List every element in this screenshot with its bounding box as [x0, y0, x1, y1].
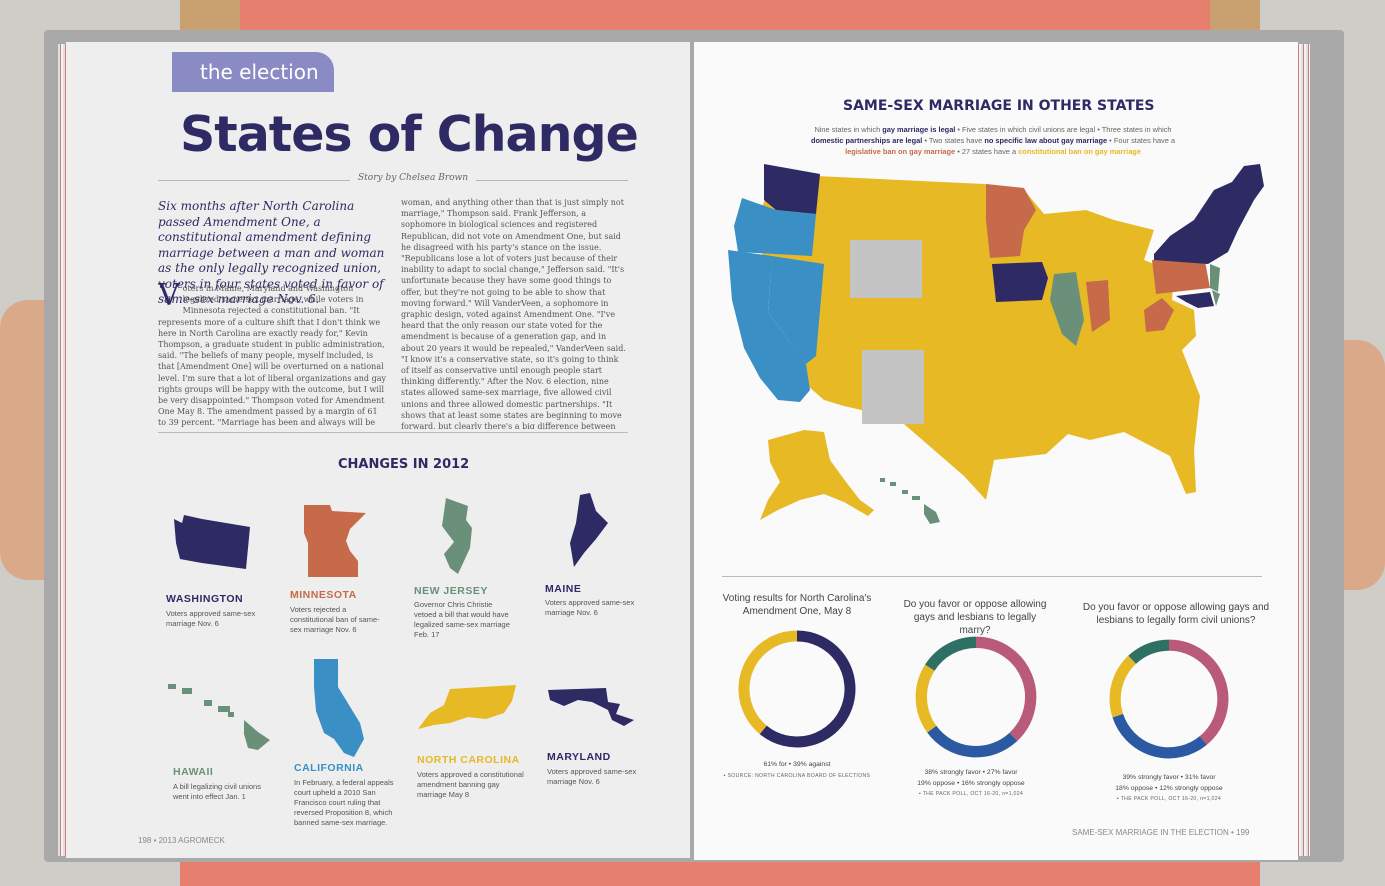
map-minnesota [986, 184, 1036, 258]
poll-source-2: ▪ THE PACK POLL, OCT 16-20, n=1,024 [918, 791, 1024, 797]
legend-text: • 27 states have a [955, 147, 1019, 156]
map-northeast [1154, 164, 1264, 264]
us-map [728, 164, 1264, 524]
state-name-hawaii: HAWAII [173, 766, 214, 778]
legend-legislative-ban: legislative ban on gay marriage [845, 147, 956, 156]
maine-shape [570, 493, 608, 567]
changes-title: CHANGES IN 2012 [338, 457, 470, 472]
donut-slice-favor [927, 725, 1018, 758]
map-wyoming [850, 240, 922, 298]
legend-no-law: no specific law about gay marriage [984, 136, 1108, 145]
drop-cap: V [158, 283, 180, 313]
state-desc-washington: Voters approved same-sex marriage Nov. 6 [166, 609, 256, 628]
section-tag: the election [172, 52, 334, 92]
state-name-washington: WASHINGTON [166, 593, 244, 605]
left-footer: 198 • 2013 AGROMECK [138, 836, 225, 845]
donut-chart-3 [1109, 639, 1229, 759]
donut-slice-strongly-oppose [1128, 639, 1170, 664]
donut-slice-oppose [915, 664, 937, 733]
article-column-2: woman, and anything other than that is j… [401, 198, 626, 429]
state-desc-minnesota: Voters rejected a constitutional ban of … [290, 605, 380, 634]
state-name-minnesota: MINNESOTA [290, 589, 357, 601]
state-desc-maryland: Voters approved same-sex marriage Nov. 6 [547, 767, 637, 786]
legend-text: • Five states in which civil unions are … [955, 125, 1172, 134]
donut-slice-strongly-favor [975, 636, 1037, 741]
state-desc-maine: Voters approved same-sex marriage Nov. 6 [545, 598, 635, 617]
minnesota-shape [304, 505, 366, 577]
map-new-mexico [862, 350, 924, 424]
map-washington [764, 164, 820, 214]
poll-question-3: Do you favor or oppose allowing gays and… [1082, 602, 1270, 626]
state-name-new-jersey: NEW JERSEY [414, 585, 488, 597]
california-shape [314, 659, 364, 757]
poll-source-3: ▪ THE PACK POLL, OCT 16-20, n=1,024 [1116, 796, 1222, 802]
legend-text: • Four states have a [1107, 136, 1176, 145]
map-pennsylvania [1152, 256, 1210, 294]
washington-shape [174, 515, 250, 569]
state-name-maryland: MARYLAND [547, 751, 611, 763]
poll-stat-1: 61% for • 39% against [763, 761, 831, 768]
map-west-virginia [1144, 298, 1174, 332]
right-footer: SAME-SEX MARRIAGE IN THE ELECTION • 199 [1072, 828, 1250, 837]
poll-stat-3b: 18% oppose • 12% strongly oppose [1115, 785, 1223, 792]
donut-slice-strongly-oppose [925, 636, 977, 671]
state-name-maine: MAINE [545, 583, 582, 595]
donut-slice-favor [1112, 713, 1207, 759]
poll-question-2: Do you favor or oppose allowing gays and… [903, 599, 1047, 636]
north-carolina-shape [418, 685, 516, 729]
legend-marriage-legal: gay marriage is legal [882, 125, 956, 134]
donut-chart-2 [915, 636, 1037, 758]
left-page [66, 42, 690, 858]
legend-constitutional-ban: constitutional ban on gay marriage [1018, 147, 1141, 156]
map-hawaii [880, 478, 940, 524]
map-title: SAME-SEX MARRIAGE IN OTHER STATES [843, 98, 1155, 114]
state-desc-hawaii: A bill legalizing civil unions went into… [173, 782, 261, 801]
donut-chart-1 [738, 630, 856, 748]
map-divider [722, 576, 1262, 577]
map-illinois [1050, 272, 1084, 346]
map-delaware [1212, 290, 1220, 306]
donut-slice-strongly-favor [1168, 639, 1229, 745]
page-title: States of Change [180, 106, 639, 163]
state-name-california: CALIFORNIA [294, 762, 364, 774]
donut-slice-for [759, 630, 856, 748]
section-divider [158, 432, 628, 433]
legend-text: Nine states in which [814, 125, 883, 134]
poll-source-1: ▪ SOURCE: NORTH CAROLINA BOARD OF ELECTI… [723, 773, 871, 779]
poll-question-1: Voting results for North Carolina's Amen… [722, 593, 872, 617]
byline: Story by Chelsea Brown [350, 173, 477, 183]
map-nevada [768, 256, 824, 364]
intro-paragraph: Six months after North Carolina passed A… [158, 199, 385, 306]
state-desc-new-jersey: Governor Chris Christie vetoed a bill th… [414, 600, 510, 639]
donut-slice-oppose [1109, 655, 1137, 718]
legend-domestic-partnerships: domestic partnerships are legal [810, 136, 923, 145]
new-jersey-shape [442, 498, 472, 574]
legend-text: • Two states have [922, 136, 985, 145]
state-desc-california: In February, a federal appeals court uph… [294, 778, 394, 827]
donut-slice-against [738, 630, 798, 735]
map-california [728, 250, 810, 402]
poll-stat-2a: 38% strongly favor • 27% favor [924, 769, 1018, 776]
poll-stat-2b: 19% oppose • 16% strongly oppose [917, 780, 1025, 787]
map-indiana [1086, 280, 1110, 332]
map-new-jersey [1210, 264, 1220, 292]
map-maryland [1176, 292, 1214, 308]
map-alaska [760, 430, 874, 520]
maryland-shape [548, 688, 634, 726]
article-text: oters in Maine, Maryland and Washington … [158, 284, 386, 428]
poll-stat-3a: 39% strongly favor • 31% favor [1122, 774, 1216, 781]
page-edges-right [1296, 44, 1310, 856]
map-oregon [734, 198, 816, 256]
map-legend: Nine states in which gay marriage is leg… [808, 124, 1178, 157]
state-name-north-carolina: NORTH CAROLINA [417, 754, 520, 766]
state-desc-north-carolina: Voters approved a constitutional amendme… [417, 770, 524, 799]
hawaii-shape [168, 684, 270, 750]
map-iowa [992, 262, 1048, 302]
